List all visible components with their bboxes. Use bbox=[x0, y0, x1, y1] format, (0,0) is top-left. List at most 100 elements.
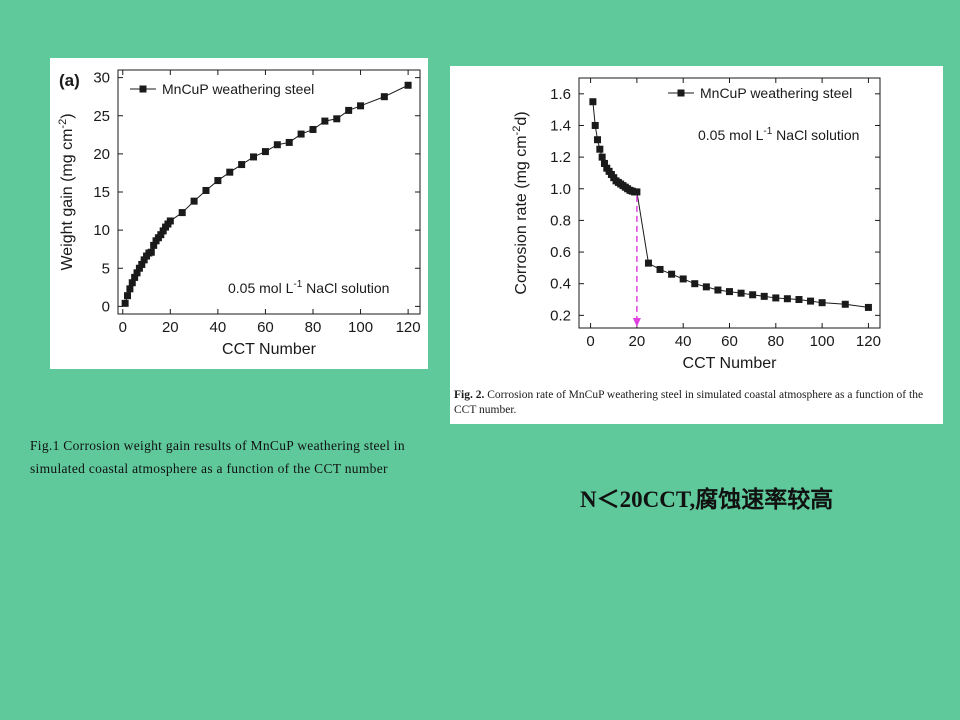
y-tick-label: 1.0 bbox=[550, 181, 571, 198]
data-point bbox=[131, 273, 139, 281]
x-tick-label: 60 bbox=[257, 319, 274, 336]
y-tick-label: 1.6 bbox=[550, 86, 571, 103]
data-point bbox=[140, 256, 148, 264]
y-tick-label: 0.2 bbox=[550, 307, 571, 324]
data-point bbox=[138, 260, 146, 268]
data-point bbox=[726, 288, 733, 296]
x-tick-label: 20 bbox=[162, 319, 179, 336]
data-point bbox=[598, 153, 606, 161]
data-point bbox=[321, 117, 329, 125]
data-point bbox=[159, 227, 167, 235]
legend-label: MnCuP weathering steel bbox=[700, 85, 852, 101]
y-tick-label: 15 bbox=[93, 184, 110, 201]
x-axis-label: CCT Number bbox=[683, 355, 778, 372]
data-point bbox=[864, 303, 872, 311]
data-point bbox=[589, 98, 597, 106]
x-tick-label: 40 bbox=[210, 319, 227, 336]
x-tick-label: 120 bbox=[856, 333, 881, 350]
data-point bbox=[714, 286, 722, 294]
plot-frame bbox=[117, 69, 421, 315]
data-point bbox=[226, 168, 234, 176]
y-tick-label: 20 bbox=[93, 146, 110, 163]
data-point bbox=[841, 300, 849, 308]
fig2-caption: Fig. 2. Corrosion rate of MnCuP weatheri… bbox=[454, 388, 940, 418]
threshold-marker-arrow bbox=[632, 318, 641, 327]
x-tick-label: 0 bbox=[586, 333, 594, 350]
data-point bbox=[807, 297, 815, 305]
data-point bbox=[772, 294, 780, 302]
y-tick-label: 5 bbox=[102, 260, 110, 277]
data-point bbox=[702, 283, 710, 291]
y-axis-label: Weight gain (mg cm-2) bbox=[57, 113, 76, 270]
y-tick-label: 0 bbox=[102, 298, 110, 315]
data-point bbox=[297, 130, 305, 138]
data-point bbox=[644, 259, 652, 267]
data-point bbox=[273, 141, 281, 149]
data-point bbox=[404, 81, 412, 89]
x-tick-label: 20 bbox=[629, 333, 646, 350]
y-tick-label: 0.8 bbox=[550, 212, 571, 229]
x-tick-label: 100 bbox=[348, 319, 373, 336]
y-tick-label: 10 bbox=[93, 222, 110, 239]
data-point bbox=[633, 188, 641, 196]
data-point bbox=[357, 102, 365, 110]
x-tick-label: 120 bbox=[396, 319, 421, 336]
legend-label: MnCuP weathering steel bbox=[162, 81, 314, 97]
data-point bbox=[333, 115, 341, 123]
x-tick-label: 60 bbox=[721, 333, 738, 350]
x-tick-label: 100 bbox=[810, 333, 835, 350]
y-tick-label: 1.4 bbox=[550, 117, 571, 134]
data-point bbox=[309, 125, 317, 133]
data-point bbox=[126, 285, 134, 293]
data-point bbox=[596, 145, 604, 153]
panel-label: (a) bbox=[59, 71, 80, 90]
solution-annotation: 0.05 mol L-1 NaCl solution bbox=[698, 126, 859, 143]
legend-marker bbox=[139, 85, 147, 93]
chart-panel-corrosion-rate: 0 20 40 60 80 100 120 0.2 0.4 0.6 0.8 1.0 1.2 1.4 1.6 C… bbox=[450, 66, 943, 424]
y-tick-label: 25 bbox=[93, 108, 110, 125]
data-point bbox=[150, 241, 158, 249]
data-point bbox=[380, 93, 388, 101]
x-tick-label: 80 bbox=[767, 333, 784, 350]
data-point bbox=[202, 186, 210, 194]
fig1-caption: Fig.1 Corrosion weight gain results of M… bbox=[30, 438, 405, 476]
solution-annotation: 0.05 mol L-1 NaCl solution bbox=[228, 279, 389, 296]
y-axis-label: Corrosion rate (mg cm-2d) bbox=[511, 111, 530, 294]
y-tick-label: 1.2 bbox=[550, 149, 571, 166]
data-point bbox=[818, 299, 826, 307]
legend-marker bbox=[677, 89, 685, 97]
y-tick-label: 30 bbox=[93, 70, 110, 87]
fig2-caption-label: Fig. 2. bbox=[454, 389, 485, 401]
x-tick-label: 0 bbox=[119, 319, 127, 336]
corrosion-rate-chart: 0 20 40 60 80 100 120 0.2 0.4 0.6 0.8 1.0 1.2 1.4 1.6 C… bbox=[511, 77, 881, 372]
data-point bbox=[135, 264, 143, 272]
data-point bbox=[668, 270, 676, 278]
data-point bbox=[345, 106, 353, 114]
data-point bbox=[795, 296, 803, 304]
data-point bbox=[166, 217, 174, 225]
data-point bbox=[691, 280, 699, 288]
data-point bbox=[128, 279, 136, 287]
conclusion-note: N＜20CCT,腐蚀速率较高 bbox=[580, 487, 834, 512]
data-point bbox=[600, 159, 608, 167]
data-point bbox=[121, 299, 129, 307]
data-point bbox=[749, 291, 757, 299]
data-point bbox=[737, 289, 745, 297]
data-point bbox=[157, 231, 165, 239]
data-point bbox=[124, 292, 132, 300]
data-point bbox=[285, 138, 293, 146]
data-point bbox=[679, 275, 687, 283]
weight-gain-chart: 0 20 40 60 80 100 120 0 5 10 15 20 25 30 CCT Number Wei… bbox=[57, 69, 421, 358]
data-point bbox=[238, 161, 246, 169]
data-point bbox=[133, 269, 141, 277]
chart-panel-weight-gain: 0 20 40 60 80 100 120 0 5 10 15 20 25 30 CCT Number Wei… bbox=[50, 58, 428, 369]
data-point bbox=[783, 295, 791, 303]
data-point bbox=[591, 121, 599, 129]
data-point bbox=[178, 209, 186, 217]
data-point bbox=[656, 265, 664, 273]
x-tick-label: 80 bbox=[305, 319, 322, 336]
data-point bbox=[190, 197, 198, 205]
y-tick-label: 0.4 bbox=[550, 276, 571, 293]
y-tick-label: 0.6 bbox=[550, 244, 571, 261]
data-point bbox=[760, 292, 768, 300]
